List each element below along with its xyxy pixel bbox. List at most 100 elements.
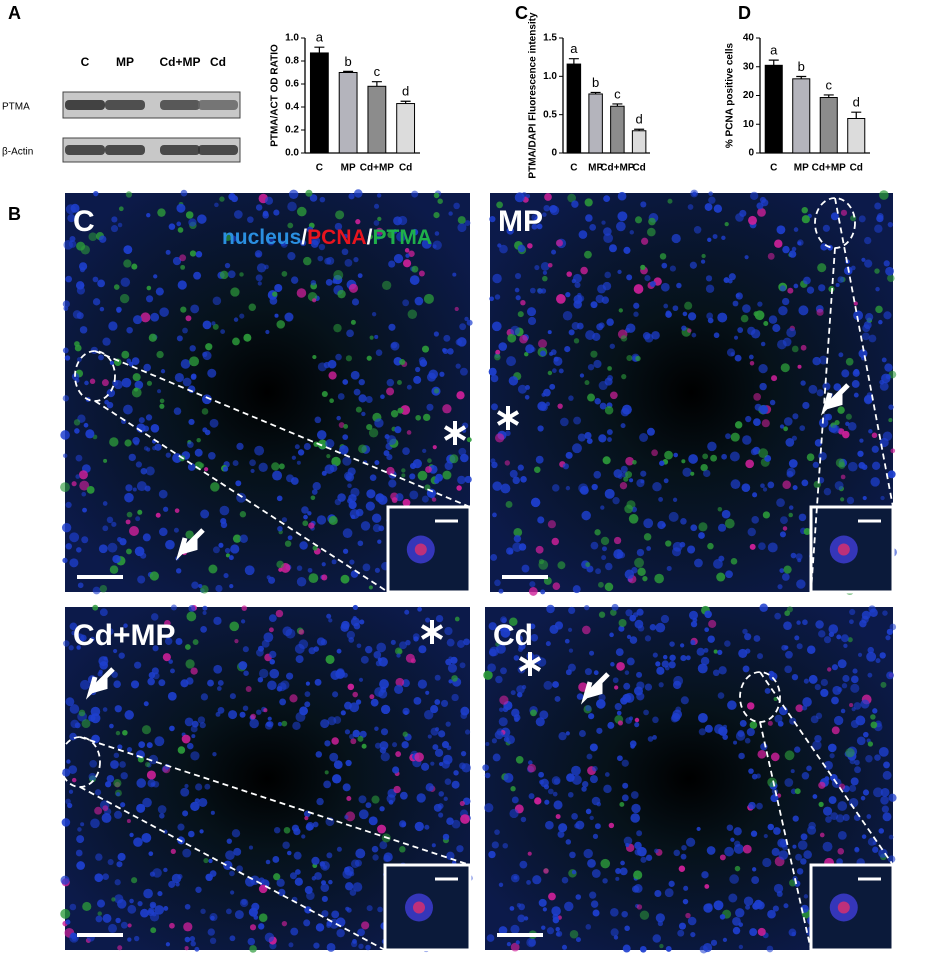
- cell: [134, 661, 142, 669]
- cell: [782, 573, 790, 581]
- cell: [374, 567, 380, 573]
- cell: [136, 778, 147, 788]
- cell: [773, 827, 781, 835]
- significance-letter: a: [770, 43, 778, 58]
- cell: [219, 196, 225, 202]
- cell: [585, 214, 593, 222]
- x-tick-label: Cd+MP: [360, 163, 395, 174]
- cell: [280, 240, 286, 246]
- x-tick-label: MP: [341, 163, 356, 174]
- cell: [431, 497, 437, 502]
- cell: [797, 364, 802, 369]
- cell: [851, 707, 856, 712]
- cell: [210, 810, 215, 815]
- cell: [117, 222, 123, 228]
- cell: [120, 772, 128, 780]
- cell: [712, 234, 718, 240]
- cell: [159, 527, 168, 537]
- cell: [346, 630, 355, 640]
- cell: [257, 676, 264, 683]
- cell: [247, 216, 254, 223]
- cell: [586, 438, 593, 445]
- cell: [84, 380, 89, 386]
- cell: [316, 430, 327, 440]
- cell: [202, 610, 207, 615]
- cell: [877, 213, 884, 220]
- cell: [788, 505, 794, 510]
- cell: [380, 752, 390, 762]
- cell: [581, 781, 589, 788]
- cell: [621, 373, 627, 380]
- cell: [527, 760, 533, 765]
- cell: [873, 787, 883, 798]
- cell: [652, 735, 657, 740]
- cell: [393, 785, 401, 794]
- cell: [115, 792, 121, 797]
- cell: [527, 243, 533, 249]
- cell: [295, 655, 304, 664]
- cell: [776, 498, 785, 508]
- cell: [82, 507, 87, 513]
- cell: [370, 698, 379, 707]
- cell: [65, 275, 72, 283]
- cell: [366, 423, 373, 431]
- cell: [617, 191, 627, 201]
- cell: [392, 229, 398, 234]
- cell: [862, 324, 871, 333]
- cell: [123, 623, 128, 628]
- cell: [466, 319, 473, 326]
- cell: [724, 518, 735, 529]
- cell: [102, 913, 112, 923]
- cell: [783, 903, 789, 909]
- cell: [776, 225, 786, 235]
- cell: [787, 287, 794, 294]
- cell: [276, 685, 283, 692]
- cell: [158, 489, 168, 499]
- cell: [443, 334, 451, 342]
- cell: [623, 246, 631, 254]
- cell: [606, 429, 613, 436]
- cell: [239, 313, 245, 319]
- cell: [498, 588, 504, 594]
- cell: [146, 285, 152, 291]
- cell: [75, 454, 83, 462]
- cell: [217, 706, 225, 714]
- error-bar: [590, 91, 601, 94]
- cell: [92, 298, 101, 306]
- cell: [173, 407, 182, 415]
- cell: [735, 908, 745, 918]
- cell: [594, 529, 601, 536]
- cell: [364, 645, 373, 654]
- cell: [234, 210, 243, 219]
- cell: [106, 774, 115, 783]
- cell: [728, 893, 738, 903]
- cell: [730, 432, 740, 442]
- cell: [116, 861, 123, 868]
- cell: [734, 421, 743, 429]
- cell: [535, 717, 545, 727]
- cell: [311, 856, 320, 865]
- cell: [671, 712, 681, 722]
- cell: [544, 193, 552, 201]
- cell: [732, 926, 741, 935]
- cell: [587, 858, 596, 868]
- cell: [629, 230, 634, 235]
- cell: [112, 554, 121, 564]
- cell: [542, 275, 548, 282]
- cell: [446, 638, 455, 647]
- cell: [343, 233, 348, 239]
- arrow: [580, 672, 610, 705]
- cell: [150, 312, 160, 322]
- cell: [732, 300, 739, 307]
- cell: [163, 867, 168, 873]
- cell: [354, 189, 363, 198]
- cell: [340, 710, 346, 716]
- cell: [853, 392, 859, 398]
- cell: [80, 245, 90, 255]
- cell: [850, 215, 857, 222]
- cell: [616, 710, 622, 716]
- cell: [263, 708, 268, 713]
- cell: [830, 424, 840, 434]
- cell: [498, 627, 503, 632]
- cell: [137, 901, 143, 907]
